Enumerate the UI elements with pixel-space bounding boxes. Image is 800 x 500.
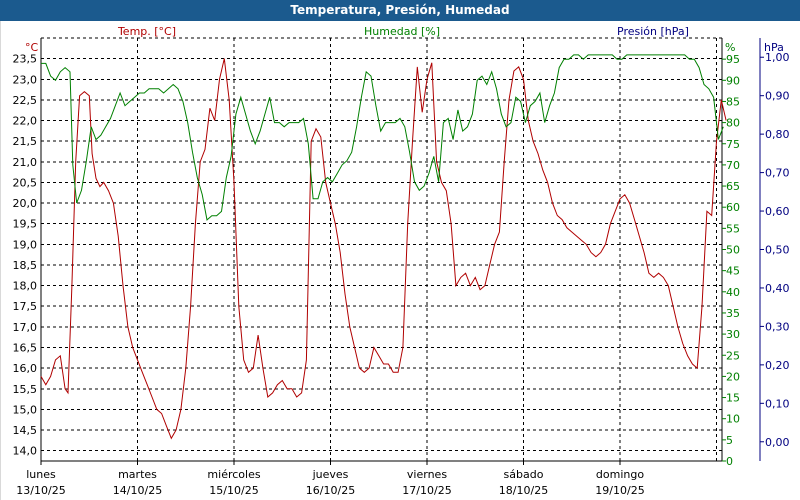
temp-tick-label: 20,0 (13, 197, 38, 210)
humidity-axis-title: Humedad [%] (364, 25, 440, 38)
humidity-tick-label: 45 (726, 265, 740, 278)
temp-tick-label: 21,0 (13, 156, 38, 169)
x-date-label: 14/10/25 (113, 484, 162, 497)
temp-tick-label: 21,5 (13, 135, 38, 148)
temp-tick-label: 16,5 (13, 342, 38, 355)
temp-tick-label: 22,0 (13, 115, 38, 128)
pressure-tick-label: 0,30 (765, 320, 790, 333)
humidity-unit-label: % (725, 41, 735, 54)
humidity-line (41, 54, 724, 221)
temp-tick-label: 18,5 (13, 259, 38, 272)
pressure-tick-label: 0,80 (765, 128, 790, 141)
pressure-axis-title: Presión [hPa] (617, 25, 689, 38)
humidity-tick-label: 25 (726, 349, 740, 362)
humidity-tick-label: 55 (726, 222, 740, 235)
temp-tick-label: 23,0 (13, 73, 38, 86)
humidity-tick-label: 5 (726, 434, 733, 447)
temp-tick-label: 23,5 (13, 53, 38, 66)
temp-tick-label: 14,5 (13, 424, 38, 437)
temp-tick-label: 15,0 (13, 403, 38, 416)
x-day-label: viernes (407, 468, 447, 481)
x-date-label: 19/10/25 (595, 484, 644, 497)
temp-tick-label: 20,5 (13, 176, 38, 189)
x-date-label: 13/10/25 (16, 484, 65, 497)
temperature-line (40, 58, 727, 440)
humidity-tick-label: 70 (726, 159, 740, 172)
temp-tick-label: 16,0 (13, 362, 38, 375)
pressure-tick-label: 0,00 (765, 436, 790, 449)
pressure-tick-label: 0,20 (765, 359, 790, 372)
x-date-label: 15/10/25 (209, 484, 258, 497)
x-day-label: miércoles (207, 468, 260, 481)
temp-tick-label: 22,5 (13, 94, 38, 107)
humidity-tick-label: 40 (726, 286, 740, 299)
pressure-tick-label: 0,60 (765, 205, 790, 218)
pressure-unit-label: hPa (764, 41, 784, 54)
pressure-tick-label: 0,40 (765, 282, 790, 295)
x-day-label: sábado (504, 468, 544, 481)
temp-tick-label: 17,5 (13, 300, 38, 313)
x-day-label: lunes (26, 468, 56, 481)
pressure-tick-label: 0,10 (765, 397, 790, 410)
grid-layer (40, 37, 722, 461)
x-date-label: 17/10/25 (402, 484, 451, 497)
axes-layer (40, 38, 764, 465)
x-day-label: domingo (596, 468, 644, 481)
humidity-tick-label: 80 (726, 117, 740, 130)
x-day-label: jueves (312, 468, 349, 481)
series-layer (40, 54, 727, 440)
humidity-tick-label: 75 (726, 138, 740, 151)
pressure-tick-label: 0,70 (765, 167, 790, 180)
temp-tick-label: 14,0 (13, 445, 38, 458)
temp-tick-label: 19,5 (13, 218, 38, 231)
humidity-tick-label: 0 (726, 455, 733, 468)
humidity-tick-label: 95 (726, 53, 740, 66)
pressure-tick-label: 0,90 (765, 90, 790, 103)
temp-tick-label: 19,0 (13, 238, 38, 251)
temp-tick-label: 18,0 (13, 280, 38, 293)
chart-frame (0, 21, 800, 500)
temp-tick-label: 15,5 (13, 383, 38, 396)
humidity-tick-label: 60 (726, 201, 740, 214)
temp-tick-label: 17,0 (13, 321, 38, 334)
humidity-tick-label: 30 (726, 328, 740, 341)
humidity-tick-label: 65 (726, 180, 740, 193)
temp-axis-title: Temp. [°C] (117, 25, 176, 38)
pressure-tick-label: 1,00 (765, 51, 790, 64)
x-day-label: martes (118, 468, 157, 481)
humidity-tick-label: 15 (726, 392, 740, 405)
humidity-tick-label: 90 (726, 74, 740, 87)
chart-title: Temperatura, Presión, Humedad (0, 0, 800, 21)
humidity-tick-label: 85 (726, 95, 740, 108)
humidity-tick-label: 50 (726, 244, 740, 257)
x-date-label: 16/10/25 (306, 484, 355, 497)
labels-layer: 14,0 14,5 15,0 15,5 16,0 16,5 17,0 17,5 18,0 18,5… (13, 25, 790, 497)
pressure-tick-label: 0,50 (765, 244, 790, 257)
humidity-tick-label: 10 (726, 413, 740, 426)
humidity-tick-label: 20 (726, 370, 740, 383)
x-date-label: 18/10/25 (499, 484, 548, 497)
temp-unit-label: °C (25, 41, 39, 54)
humidity-tick-label: 35 (726, 307, 740, 320)
